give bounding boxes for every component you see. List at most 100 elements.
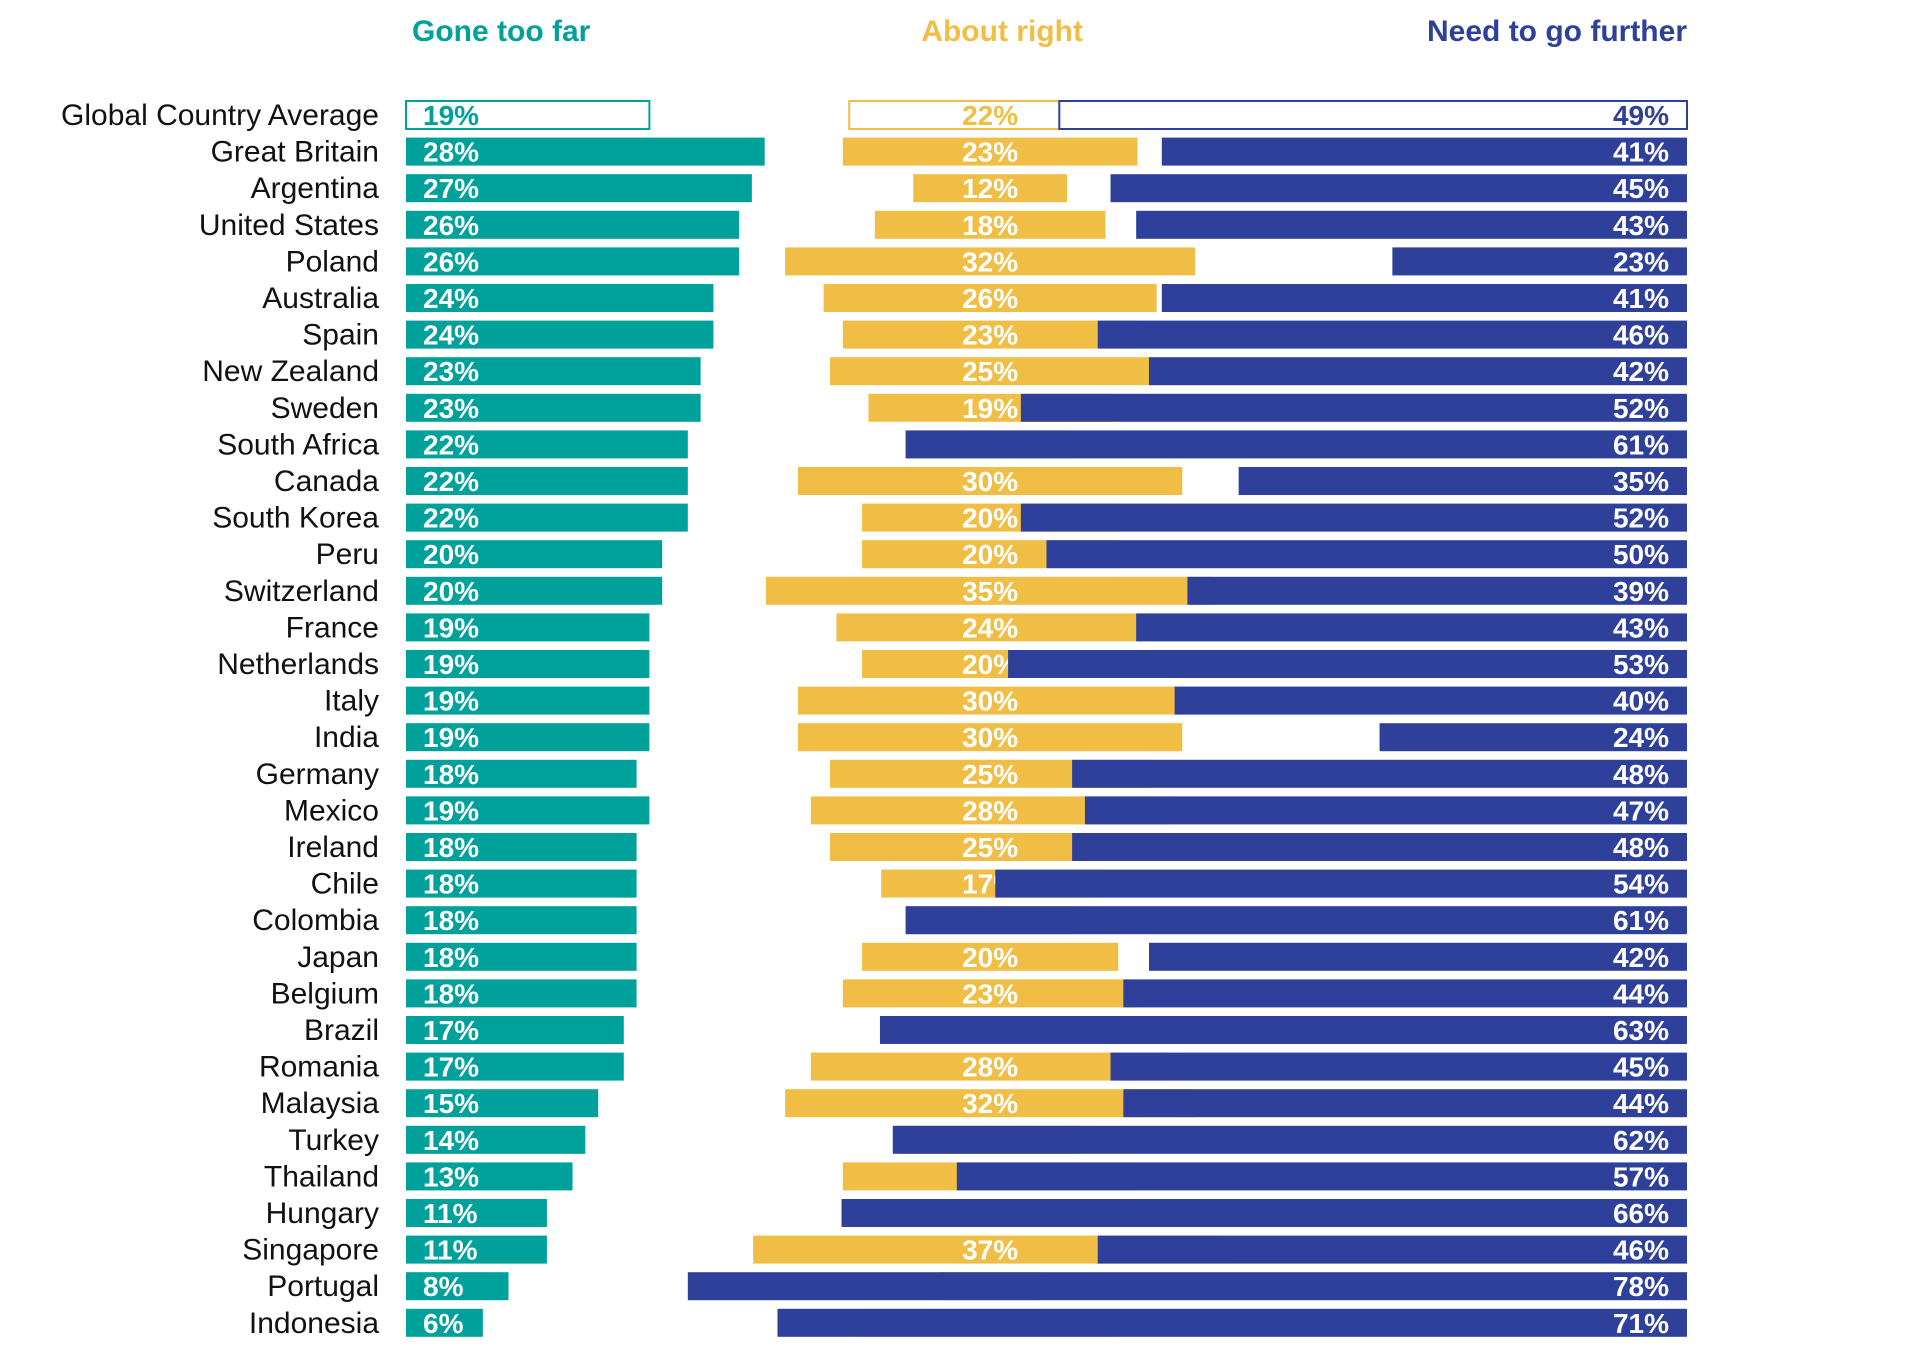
value-label: 40% <box>1613 686 1669 717</box>
row-label: Belgium <box>271 977 379 1010</box>
row-label: Malaysia <box>261 1087 380 1120</box>
value-label: 24% <box>962 612 1018 643</box>
value-label: 19% <box>423 686 479 717</box>
row-label: Netherlands <box>217 648 379 681</box>
chart-row: Romania 17% 28% 45% <box>259 1051 1687 1084</box>
bar-about-right <box>862 942 1119 971</box>
row-label: India <box>314 721 379 754</box>
chart-row: Peru 20% 20% 50% <box>316 538 1687 571</box>
bar-gone-too-far <box>406 430 688 459</box>
value-label: 18% <box>423 869 479 900</box>
bar-need-to-go-further <box>1046 540 1687 569</box>
bar-need-to-go-further <box>1123 979 1687 1008</box>
value-label: 62% <box>1613 1125 1669 1156</box>
bar-need-to-go-further <box>1379 723 1687 752</box>
bar-gone-too-far <box>406 247 740 276</box>
chart-row: Mexico 19% 28% 47% <box>284 794 1687 827</box>
bar-need-to-go-further <box>1136 210 1687 239</box>
value-label: 39% <box>1613 576 1669 607</box>
bar-need-to-go-further <box>1008 650 1687 678</box>
value-label: 6% <box>423 1308 464 1339</box>
bar-need-to-go-further <box>777 1308 1687 1337</box>
value-label: 41% <box>1613 137 1669 168</box>
row-label: Sweden <box>271 392 379 425</box>
value-label: 61% <box>1613 905 1669 936</box>
value-label: 46% <box>1613 320 1669 351</box>
row-label: Italy <box>324 685 379 718</box>
bar-need-to-go-further <box>1174 686 1687 715</box>
value-label: 30% <box>962 722 1018 753</box>
value-label: 22% <box>423 503 479 534</box>
value-label: 20% <box>962 942 1018 973</box>
chart-row: Ireland 18% 25% 48% <box>287 831 1687 864</box>
row-label: New Zealand <box>202 355 379 388</box>
value-label: 17% <box>423 1052 479 1083</box>
value-label: 43% <box>1613 612 1669 643</box>
value-label: 23% <box>962 320 1018 351</box>
value-label: 28% <box>962 1052 1018 1083</box>
bar-about-right <box>842 320 1138 349</box>
bar-gone-too-far <box>406 1052 624 1081</box>
value-label: 19% <box>423 612 479 643</box>
chart-row: Italy 19% 30% 40% <box>324 685 1687 718</box>
value-label: 19% <box>962 393 1018 424</box>
value-label: 26% <box>423 210 479 241</box>
value-label: 20% <box>423 576 479 607</box>
chart-row: Chile 18% 17% 54% <box>311 868 1687 901</box>
bar-gone-too-far <box>406 1125 586 1154</box>
bar-about-right <box>797 686 1183 715</box>
value-label: 24% <box>1613 722 1669 753</box>
series-header-about-right: About right <box>921 15 1083 48</box>
value-label: 26% <box>962 283 1018 314</box>
value-label: 13% <box>423 1161 479 1192</box>
value-label: 25% <box>962 356 1018 387</box>
value-label: 45% <box>1613 1052 1669 1083</box>
chart-row: Germany 18% 25% 48% <box>256 758 1687 791</box>
chart-row: Singapore 11% 37% 46% <box>242 1234 1687 1267</box>
row-label: Ireland <box>287 831 379 864</box>
chart-row: South Korea 22% 20% 52% <box>212 502 1687 535</box>
bar-gone-too-far <box>406 467 688 495</box>
bar-gone-too-far <box>406 357 701 386</box>
bar-gone-too-far <box>406 869 637 898</box>
value-label: 61% <box>1613 429 1669 460</box>
value-label: 11% <box>423 1235 478 1266</box>
value-label: 71% <box>1613 1308 1669 1339</box>
value-label: 37% <box>962 1235 1018 1266</box>
bar-gone-too-far <box>406 759 637 788</box>
value-label: 25% <box>962 759 1018 790</box>
chart-row: Japan 18% 20% 42% <box>297 941 1687 974</box>
bar-about-right <box>797 723 1183 752</box>
bar-need-to-go-further <box>841 1199 1687 1227</box>
chart-row: Netherlands 19% 20% 53% <box>217 648 1687 681</box>
row-label: United States <box>199 209 379 242</box>
chart-row: Poland 26% 32% 23% <box>286 245 1687 278</box>
value-label: 53% <box>1613 649 1669 680</box>
chart-row: New Zealand 23% 25% 42% <box>202 355 1687 388</box>
bar-about-right <box>810 1052 1170 1081</box>
row-label: Colombia <box>252 904 379 937</box>
value-label: 52% <box>1613 503 1669 534</box>
chart-row: Australia 24% 26% 41% <box>262 282 1687 315</box>
chart-row: Canada 22% 30% 35% <box>274 465 1687 498</box>
bar-gone-too-far <box>406 137 765 166</box>
chart-row: Argentina 27% 12% 45% <box>251 172 1687 205</box>
row-label: South Africa <box>217 428 379 461</box>
bar-gone-too-far <box>406 1089 599 1118</box>
bar-gone-too-far <box>406 1016 624 1044</box>
chart-row: India 19% 30% 24% <box>314 721 1687 754</box>
bar-need-to-go-further <box>1097 320 1687 349</box>
bar-gone-too-far <box>406 503 688 532</box>
bar-gone-too-far <box>406 833 637 861</box>
bar-need-to-go-further <box>1072 833 1687 861</box>
row-label: Peru <box>316 538 379 571</box>
value-label: 54% <box>1613 869 1669 900</box>
series-header-need-to-go-further: Need to go further <box>1427 15 1687 48</box>
bar-gone-too-far <box>406 1235 547 1264</box>
bar-need-to-go-further <box>892 1125 1687 1154</box>
value-label: 24% <box>423 283 479 314</box>
value-label: 17% <box>423 1015 479 1046</box>
